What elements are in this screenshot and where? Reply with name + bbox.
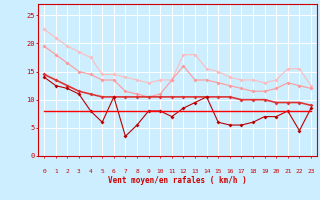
X-axis label: Vent moyen/en rafales ( km/h ): Vent moyen/en rafales ( km/h ) bbox=[108, 176, 247, 185]
